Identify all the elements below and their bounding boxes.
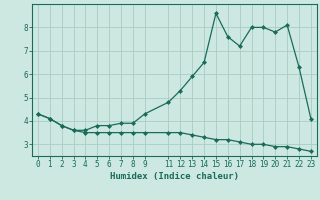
X-axis label: Humidex (Indice chaleur): Humidex (Indice chaleur) xyxy=(110,172,239,181)
